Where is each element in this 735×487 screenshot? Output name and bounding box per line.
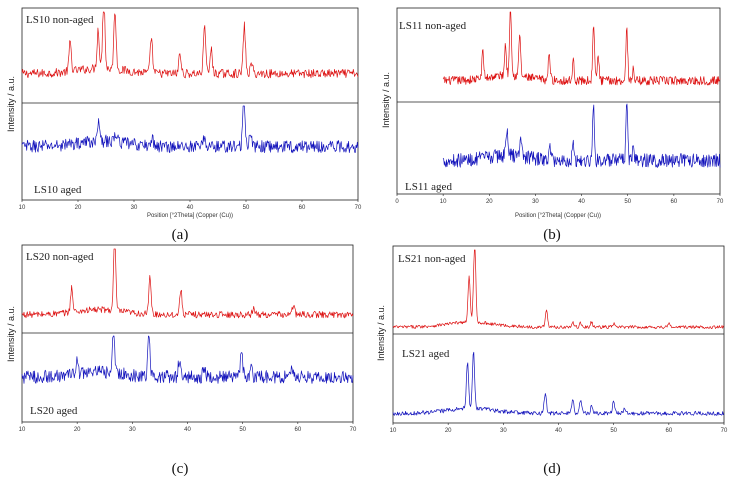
- panel-c-ticks: 10 20 30 40 50 60 70: [19, 422, 357, 433]
- panel-d-tick-label: 30: [500, 428, 507, 434]
- panel-c: LS20 non-aged LS20 aged 10 20 30 40 50 60 70 I…: [6, 244, 357, 477]
- panel-b-xlabel: Position [°2Theta] (Copper (Cu)): [515, 213, 601, 219]
- panel-a-ylabel: Intensity / a.u.: [6, 76, 16, 132]
- panel-d-series-non-aged: [392, 249, 725, 330]
- panel-a-caption: (a): [172, 227, 189, 243]
- panel-a-tick-label: 40: [187, 205, 194, 211]
- panel-c-label-non-aged: LS20 non-aged: [26, 251, 94, 263]
- panel-d-tick-label: 50: [610, 428, 617, 434]
- panel-d-tick-label: 10: [390, 428, 397, 434]
- panel-b-frame: [396, 7, 721, 195]
- panel-d-frame: [392, 245, 725, 424]
- panel-b-tick-label: 60: [671, 199, 678, 205]
- panel-c-label-aged: LS20 aged: [30, 405, 78, 417]
- panel-b-tick-label: 30: [532, 199, 539, 205]
- panel-c-tick-label: 20: [74, 427, 81, 433]
- panel-d-label-non-aged: LS21 non-aged: [398, 253, 466, 265]
- panel-d-tick-label: 20: [445, 428, 452, 434]
- panel-d-tick-label: 40: [555, 428, 562, 434]
- panel-d-ticks: 10 20 30 40 50 60 70: [390, 423, 728, 434]
- panel-c-series-aged: [21, 335, 354, 384]
- panel-b-ticks: 0 10 20 30 40 50 60 70: [395, 194, 724, 205]
- panel-b-tick-label: 10: [440, 199, 447, 205]
- panel-c-tick-label: 10: [19, 427, 26, 433]
- panel-b-caption: (b): [543, 227, 561, 243]
- panel-c-tick-label: 60: [294, 427, 301, 433]
- panel-c-frame: [21, 244, 354, 423]
- panel-b-ylabel: Intensity / a.u.: [381, 72, 391, 128]
- panel-a-ticks: 10 20 30 40 50 60 70: [19, 200, 362, 211]
- panel-a-xlabel: Position [°2Theta] (Copper (Cu)): [147, 213, 233, 219]
- panel-b-tick-label: 40: [578, 199, 585, 205]
- panel-c-series-non-aged: [21, 248, 354, 319]
- panel-d-ylabel: Intensity / a.u.: [376, 305, 386, 361]
- panel-a-label-non-aged: LS10 non-aged: [26, 14, 94, 26]
- panel-c-tick-label: 50: [239, 427, 246, 433]
- panel-b-tick-label: 20: [486, 199, 493, 205]
- panel-a-tick-label: 70: [355, 205, 362, 211]
- panel-a: LS10 non-aged LS10 aged 10 20 30 40 50 60 70 P…: [6, 7, 362, 243]
- panel-a-label-aged: LS10 aged: [34, 184, 82, 196]
- panel-c-tick-label: 30: [129, 427, 136, 433]
- panel-d-tick-label: 70: [721, 428, 728, 434]
- panel-b: LS11 non-aged LS11 aged 0 10 20 30 40 50 60 70 …: [381, 7, 724, 243]
- panel-a-tick-label: 60: [299, 205, 306, 211]
- panel-a-series-aged: [21, 105, 359, 154]
- panel-b-tick-label: 70: [717, 199, 724, 205]
- panel-b-series-non-aged: [442, 11, 721, 86]
- panel-c-tick-label: 70: [350, 427, 357, 433]
- panel-d-label-aged: LS21 aged: [402, 348, 450, 360]
- panel-d-caption: (d): [543, 461, 561, 477]
- panel-a-tick-label: 30: [131, 205, 138, 211]
- panel-d: LS21 non-aged LS21 aged 10 20 30 40 50 60 70 I…: [376, 245, 728, 477]
- panel-d-series-aged: [392, 351, 725, 416]
- panel-a-frame: [21, 7, 359, 201]
- panel-a-tick-label: 50: [243, 205, 250, 211]
- panel-b-label-non-aged: LS11 non-aged: [399, 20, 467, 32]
- panel-d-tick-label: 60: [665, 428, 672, 434]
- panel-b-tick-label: 50: [624, 199, 631, 205]
- panel-c-caption: (c): [172, 461, 189, 477]
- panel-a-tick-label: 20: [75, 205, 82, 211]
- panel-a-series-non-aged: [21, 11, 359, 79]
- panel-b-series-aged: [442, 103, 721, 168]
- panel-c-ylabel: Intensity / a.u.: [6, 306, 16, 362]
- panel-b-tick-label: 0: [395, 199, 399, 205]
- panel-c-tick-label: 40: [184, 427, 191, 433]
- panel-b-label-aged: LS11 aged: [405, 181, 452, 193]
- panel-a-tick-label: 10: [19, 205, 26, 211]
